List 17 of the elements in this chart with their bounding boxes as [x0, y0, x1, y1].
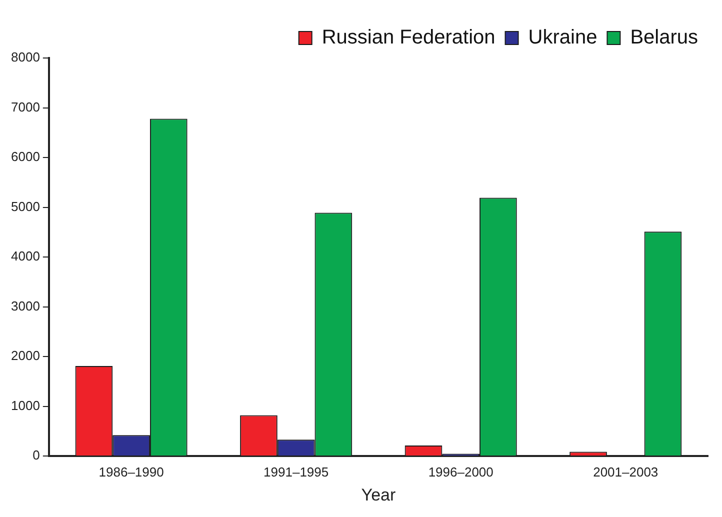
y-tick-label: 6000 [11, 149, 40, 164]
x-tick-label: 1991–1995 [264, 464, 329, 480]
y-tick-label: 2000 [11, 348, 40, 364]
x-tick-label: 2001–2003 [593, 464, 658, 480]
y-tick-label: 1000 [11, 398, 40, 413]
x-axis-title: Year [361, 485, 396, 504]
x-tick-label: 1996–2000 [428, 464, 494, 480]
y-tick-label: 7000 [11, 99, 40, 114]
y-tick-label: 5000 [11, 198, 40, 214]
legend-label: Russian Federation [322, 26, 496, 49]
y-tick-label: 4000 [11, 248, 40, 264]
y-tick-label: 8000 [11, 50, 40, 65]
legend-label: Ukraine [528, 26, 598, 49]
y-tick-label: 3000 [11, 298, 40, 314]
legend-label: Belarus [630, 26, 698, 49]
y-tick-label: 0 [32, 448, 40, 463]
x-tick-label: 1986–1990 [98, 464, 164, 480]
